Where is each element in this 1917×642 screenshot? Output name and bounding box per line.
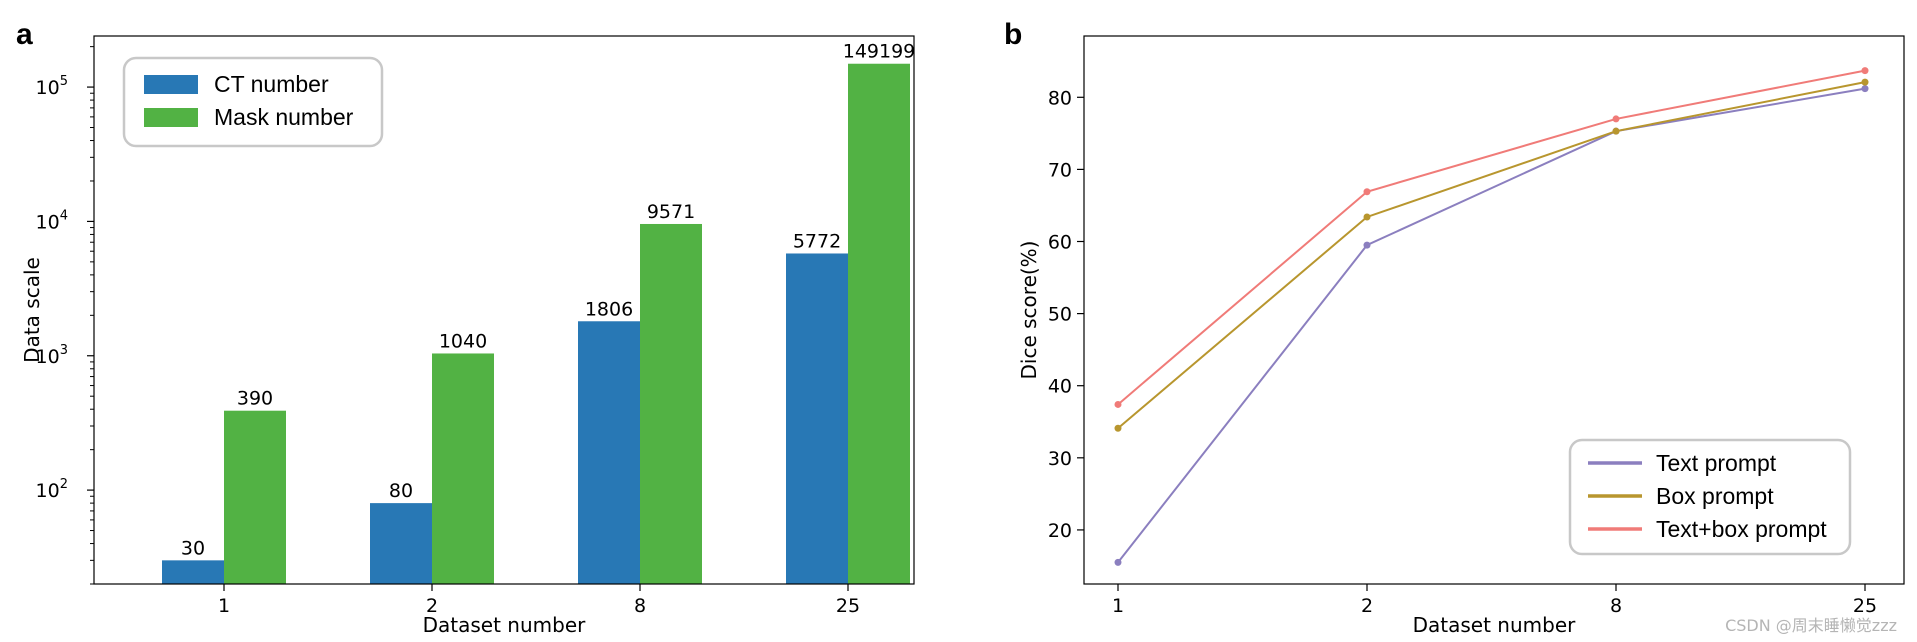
point-box-prompt-8 <box>1612 127 1620 135</box>
y-axis-b: 20 30 40 50 60 70 80 <box>1048 87 1084 542</box>
y-tick-label-a-3: 103 <box>36 343 68 368</box>
y-tick-label-a-4: 104 <box>36 208 68 233</box>
bar-label-mask-number-2: 1040 <box>439 330 487 352</box>
y-tick-label-b-80: 80 <box>1048 87 1072 109</box>
bar-label-mask-number-8: 9571 <box>647 201 695 223</box>
point-box-prompt-2 <box>1363 213 1371 221</box>
point-text-prompt-2 <box>1363 241 1371 249</box>
legend-label-ct-number: CT number <box>214 71 329 97</box>
x-tick-label-a-2: 2 <box>426 595 438 617</box>
bar-mask-number-2 <box>432 353 494 584</box>
panel-b: b 1 2 8 25 20 30 40 50 60 70 80 Dataset number Di… <box>1004 18 1905 637</box>
y-tick-label-b-50: 50 <box>1048 304 1072 326</box>
y-tick-label-b-40: 40 <box>1048 376 1072 398</box>
bar-group <box>162 63 910 584</box>
point-text-prompt-1 <box>1114 558 1122 566</box>
legend-b: Text prompt Box prompt Text+box prompt <box>1568 438 1852 556</box>
legend-label-box-prompt: Box prompt <box>1656 483 1774 509</box>
legend-swatch-mask-number <box>144 108 198 127</box>
bar-labels: 30 80 1806 5772 390 1040 9571 149199 <box>181 41 915 560</box>
bar-ct-number-2 <box>370 503 432 584</box>
bar-label-ct-number-8: 1806 <box>585 298 633 320</box>
x-axis-b: 1 2 8 25 <box>1112 584 1877 617</box>
point-text-box-prompt-1 <box>1114 400 1122 408</box>
x-tick-label-b-8: 8 <box>1610 595 1622 617</box>
y-axis-label-b: Dice score(%) <box>1017 241 1041 380</box>
bar-label-ct-number-2: 80 <box>389 480 413 502</box>
line-series <box>1114 67 1869 566</box>
point-box-prompt-25 <box>1861 78 1869 86</box>
bar-ct-number-1 <box>162 560 224 584</box>
x-tick-label-b-1: 1 <box>1112 595 1124 617</box>
y-axis-a: 102 103 104 105 <box>36 46 94 585</box>
bar-ct-number-25 <box>786 253 848 584</box>
y-tick-label-b-70: 70 <box>1048 159 1072 181</box>
line-text-box-prompt <box>1117 69 1866 406</box>
legend-swatch-ct-number <box>144 75 198 94</box>
point-box-prompt-1 <box>1114 424 1122 432</box>
bar-label-ct-number-1: 30 <box>181 537 205 559</box>
point-text-prompt-25 <box>1861 85 1869 93</box>
bar-label-ct-number-25: 5772 <box>793 230 841 252</box>
x-tick-label-a-1: 1 <box>218 595 230 617</box>
legend-label-mask-number: Mask number <box>214 104 354 130</box>
x-tick-label-a-8: 8 <box>634 595 646 617</box>
point-text-box-prompt-2 <box>1363 188 1371 196</box>
bar-label-mask-number-25: 149199 <box>843 41 916 63</box>
y-tick-label-a-2: 102 <box>36 477 68 502</box>
x-axis-label-b: Dataset number <box>1413 613 1577 637</box>
legend-label-text-prompt: Text prompt <box>1656 450 1777 476</box>
panel-a-label: a <box>16 18 33 51</box>
y-tick-label-b-30: 30 <box>1048 448 1072 470</box>
x-tick-label-a-25: 25 <box>836 595 860 617</box>
bar-mask-number-25 <box>848 63 910 584</box>
bar-ct-number-8 <box>578 321 640 584</box>
watermark: CSDN @周末睡懒觉zzz <box>1725 616 1897 635</box>
x-axis-label-a: Dataset number <box>423 613 587 637</box>
line-text-prompt <box>1117 87 1866 563</box>
x-tick-label-b-25: 25 <box>1853 595 1877 617</box>
point-text-box-prompt-8 <box>1612 115 1620 123</box>
y-axis-label-a: Data scale <box>20 257 44 363</box>
x-tick-label-b-2: 2 <box>1361 595 1373 617</box>
line-box-prompt <box>1117 81 1866 430</box>
y-tick-label-b-60: 60 <box>1048 232 1072 254</box>
legend-box-b <box>1568 438 1852 556</box>
x-axis-a: 1 2 8 25 <box>218 584 860 617</box>
plot-frame-a <box>93 35 915 585</box>
legend-a: CT number Mask number <box>122 56 384 148</box>
point-text-box-prompt-25 <box>1861 67 1869 75</box>
legend-label-text-box-prompt: Text+box prompt <box>1656 516 1827 542</box>
y-tick-label-a-5: 105 <box>36 74 68 99</box>
bar-mask-number-1 <box>224 410 286 584</box>
panel-b-label: b <box>1004 18 1022 51</box>
plot-frame-b <box>1083 35 1905 585</box>
panel-a: a 30 80 1806 5772 390 1040 9571 149199 1 2 8 25 10… <box>16 18 915 637</box>
y-tick-label-b-20: 20 <box>1048 520 1072 542</box>
bar-mask-number-8 <box>640 223 702 584</box>
bar-label-mask-number-1: 390 <box>237 388 273 410</box>
